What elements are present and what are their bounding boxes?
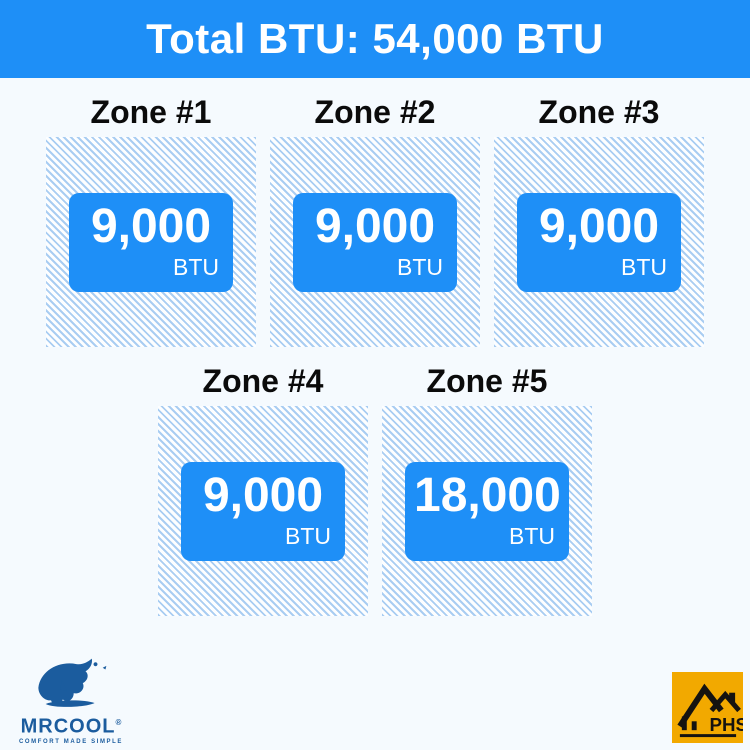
- phs-label: PHS: [709, 714, 743, 735]
- zone-row-bottom: Zone #4 9,000 BTU Zone #5 18,000 BTU: [0, 347, 750, 616]
- zone-4-btu-card: 9,000 BTU: [181, 461, 345, 561]
- zone-1-btu-value: 9,000: [90, 200, 212, 253]
- zone-2-area: 9,000 BTU: [270, 137, 480, 347]
- zone-2-btu-value: 9,000: [314, 200, 436, 253]
- zone-5-title: Zone #5: [426, 363, 548, 399]
- zone-5-btu-card: 18,000 BTU: [405, 461, 569, 561]
- zone-5-area: 18,000 BTU: [382, 406, 592, 616]
- zone-4-title: Zone #4: [202, 363, 324, 399]
- zone-3-title: Zone #3: [538, 94, 660, 130]
- zone-1-btu-unit: BTU: [173, 254, 219, 280]
- zone-1-btu-card: 9,000 BTU: [69, 192, 233, 292]
- zone-3-btu-unit: BTU: [621, 254, 667, 280]
- zone-2-btu-card: 9,000 BTU: [293, 192, 457, 292]
- mrcool-brand-text: MRCOOL: [20, 716, 116, 738]
- zone-5-btu-unit: BTU: [509, 523, 555, 549]
- zone-3-btu-value: 9,000: [538, 200, 660, 253]
- zone-2-btu-unit: BTU: [397, 254, 443, 280]
- zone-5-btu-value: 18,000: [414, 469, 561, 522]
- zone-5: Zone #5 18,000 BTU: [382, 347, 592, 616]
- phs-logo: PHS: [672, 672, 743, 743]
- zone-3-btu-card: 9,000 BTU: [517, 192, 681, 292]
- zone-4-btu-unit: BTU: [285, 523, 331, 549]
- zone-4: Zone #4 9,000 BTU: [158, 347, 368, 616]
- mrcool-bear-icon: [38, 658, 107, 708]
- zone-1: Zone #1 9,000 BTU: [46, 78, 256, 347]
- footer: MRCOOL® COMFORT MADE SIMPLE PHS: [0, 650, 750, 750]
- zone-1-area: 9,000 BTU: [46, 137, 256, 347]
- header-banner: Total BTU: 54,000 BTU: [0, 0, 750, 78]
- zone-3: Zone #3 9,000 BTU: [494, 78, 704, 347]
- mrcool-tagline: COMFORT MADE SIMPLE: [18, 739, 124, 745]
- mrcool-wordmark: MRCOOL®: [21, 713, 122, 737]
- zone-4-area: 9,000 BTU: [158, 406, 368, 616]
- page-title: Total BTU: 54,000 BTU: [146, 15, 604, 62]
- zone-3-area: 9,000 BTU: [494, 137, 704, 347]
- zone-2: Zone #2 9,000 BTU: [270, 78, 480, 347]
- zone-1-title: Zone #1: [90, 94, 212, 130]
- zone-4-btu-value: 9,000: [202, 469, 324, 522]
- registered-mark: ®: [115, 718, 122, 728]
- mrcool-logo: MRCOOL® COMFORT MADE SIMPLE: [14, 655, 128, 745]
- zone-2-title: Zone #2: [314, 94, 436, 130]
- zone-row-top: Zone #1 9,000 BTU Zone #2 9,000 BTU Zone…: [0, 78, 750, 347]
